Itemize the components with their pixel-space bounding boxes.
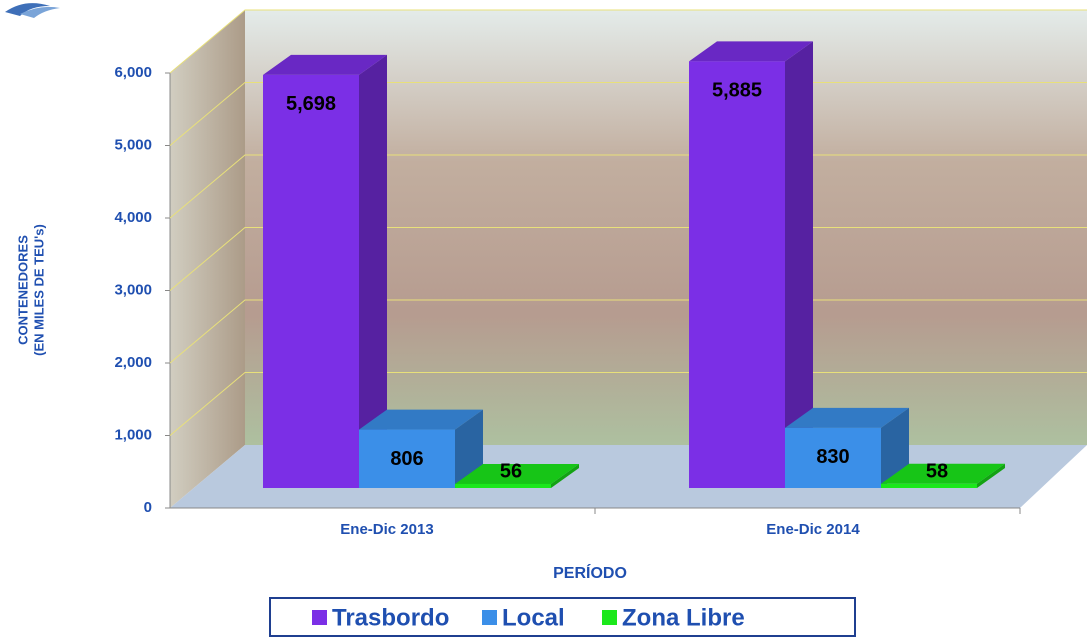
y-axis-title: CONTENEDORES (EN MILES DE TEU's) (15, 224, 46, 356)
value-label: 806 (390, 448, 423, 470)
y-tick-label: 4,000 (114, 209, 152, 226)
legend-swatch (312, 610, 327, 625)
value-label: 830 (816, 446, 849, 468)
value-label: 56 (500, 460, 522, 482)
y-tick-label: 6,000 (114, 64, 152, 81)
page: {"chart_data": {"type": "bar3d", "catego… (0, 0, 1087, 637)
y-axis-title-line: (EN MILES DE TEU's) (31, 224, 46, 356)
bar (263, 75, 359, 488)
chart: CONTENEDORES (EN MILES DE TEU's) PERÍODO… (0, 0, 1087, 637)
y-tick-label: 2,000 (114, 354, 152, 371)
legend-swatch (482, 610, 497, 625)
legend-swatch (602, 610, 617, 625)
legend-label: Trasbordo (332, 604, 449, 631)
y-tick-label: 1,000 (114, 426, 152, 443)
y-tick-label: 5,000 (114, 136, 152, 153)
bar (881, 484, 977, 488)
legend-label: Zona Libre (622, 604, 745, 631)
y-tick-label: 3,000 (114, 281, 152, 298)
x-tick-label: Ene-Dic 2014 (766, 521, 860, 538)
bar (455, 484, 551, 488)
x-tick-label: Ene-Dic 2013 (340, 521, 433, 538)
y-axis-title-line: CONTENEDORES (15, 235, 30, 345)
value-label: 5,885 (712, 80, 762, 102)
legend-label: Local (502, 604, 565, 631)
x-axis-title: PERÍODO (553, 563, 627, 582)
y-tick-label: 0 (144, 499, 152, 516)
value-label: 5,698 (286, 93, 336, 115)
value-label: 58 (926, 460, 948, 482)
bar (689, 61, 785, 488)
logo (5, 3, 60, 18)
